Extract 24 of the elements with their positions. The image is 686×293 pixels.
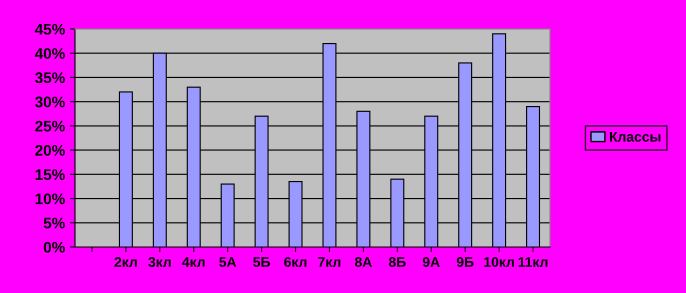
y-tick-label: 10%: [36, 193, 65, 204]
x-tick-label: 5А: [219, 257, 236, 267]
x-tick-label: 9Б: [456, 257, 474, 267]
x-tick-label: 11кл: [518, 257, 548, 267]
y-tick-label: 45%: [34, 24, 65, 35]
x-tick-label: 8А: [354, 257, 372, 267]
y-tick-label: 0%: [44, 242, 65, 253]
x-tick-label: 3кл: [148, 257, 171, 267]
y-tick-label: 25%: [35, 120, 65, 132]
y-tick-label: 5%: [44, 218, 65, 228]
x-tick-label: 5Б: [253, 257, 270, 267]
x-tick-label: 7кл: [318, 257, 340, 267]
y-tick-label: 35%: [35, 72, 65, 84]
x-tick-label: 6кл: [284, 257, 306, 267]
x-tick-label: 9А: [422, 257, 440, 267]
x-tick-label: 10кл: [484, 257, 514, 267]
y-tick-label: 15%: [36, 169, 65, 180]
x-tick-label: 8Б: [388, 257, 406, 267]
y-tick-label: 30%: [35, 96, 65, 108]
legend-label: Классы: [610, 132, 660, 142]
y-tick-label: 20%: [35, 144, 65, 156]
y-tick-label: 40%: [34, 48, 65, 59]
x-tick-label: 4кл: [182, 257, 205, 267]
x-tick-label: 2кл: [114, 257, 137, 267]
